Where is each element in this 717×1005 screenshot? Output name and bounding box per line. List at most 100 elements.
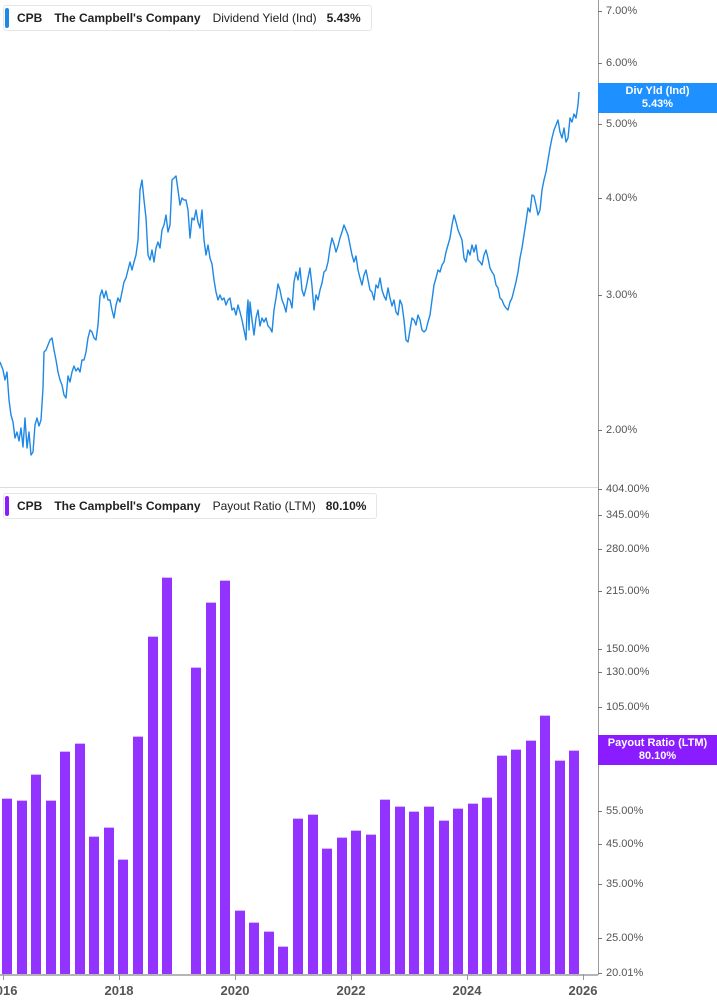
y-tick-label: 25.00% [598, 932, 643, 944]
y-tick-text: 6.00% [606, 57, 638, 69]
payout-ratio-bar[interactable] [278, 946, 289, 974]
y-tick-text: 2.00% [606, 424, 638, 436]
y-axis-line [598, 0, 599, 975]
payout-ratio-bar[interactable] [307, 813, 318, 974]
payout-ratio-bar[interactable] [554, 759, 565, 974]
y-tick-label: 404.00% [598, 483, 649, 495]
x-tick-label: 2022 [336, 983, 366, 998]
y-tick-mark [598, 883, 602, 885]
flag-value: 5.43% [641, 98, 674, 110]
payout-ratio-bar[interactable] [132, 735, 143, 974]
dividend-yield-legend: CPB The Campbell's Company Dividend Yiel… [3, 5, 372, 31]
payout-ratio-bar[interactable] [438, 820, 449, 974]
y-tick-mark [598, 590, 602, 592]
payout-ratio-bar[interactable] [118, 859, 129, 974]
legend-company: The Campbell's Company [54, 11, 201, 25]
payout-ratio-bar[interactable] [380, 799, 391, 974]
payout-ratio-bar[interactable] [191, 666, 202, 974]
y-tick-text: 35.00% [606, 878, 644, 890]
x-axis-line [0, 974, 598, 976]
payout-ratio-bar[interactable] [365, 834, 376, 974]
payout-ratio-bar[interactable] [423, 806, 434, 974]
y-tick-mark [598, 123, 602, 125]
payout-ratio-bar[interactable] [103, 827, 114, 974]
payout-ratio-bar[interactable] [234, 910, 245, 974]
payout-ratio-bar[interactable] [569, 749, 580, 974]
payout-ratio-bar[interactable] [409, 811, 420, 974]
payout-ratio-bar[interactable] [351, 830, 362, 974]
y-tick-text: 5.00% [606, 118, 638, 130]
x-tick-mark [235, 974, 236, 980]
flag-value: 80.10% [638, 750, 677, 762]
legend-ticker: CPB [17, 11, 43, 25]
x-tick-mark [351, 974, 352, 980]
y-tick-text: 45.00% [606, 838, 644, 850]
y-tick-mark [598, 514, 602, 516]
y-tick-label: 7.00% [598, 5, 637, 17]
payout-ratio-legend-swatch [5, 496, 9, 516]
y-tick-label: 105.00% [598, 701, 649, 713]
legend-metric: Dividend Yield (Ind) [212, 11, 317, 25]
payout-ratio-bar[interactable] [147, 636, 158, 974]
payout-ratio-legend: CPB The Campbell's Company Payout Ratio … [3, 493, 378, 519]
x-tick-mark [3, 974, 4, 980]
payout-ratio-bar[interactable] [16, 799, 27, 974]
payout-ratio-bar[interactable] [467, 802, 478, 974]
y-tick-text: 345.00% [606, 509, 650, 521]
payout-ratio-bar[interactable] [45, 799, 56, 974]
dividend-yield-panel: CPB The Campbell's Company Dividend Yiel… [0, 0, 598, 487]
flag-label: Div Yld (Ind) [625, 85, 690, 97]
payout-ratio-bar[interactable] [60, 750, 71, 974]
payout-ratio-bar[interactable] [511, 749, 522, 974]
dividend-yield-line-plot [0, 91, 580, 456]
x-tick-mark [119, 974, 120, 980]
y-tick-mark [598, 706, 602, 708]
y-tick-label: 6.00% [598, 57, 637, 69]
payout-ratio-bar[interactable] [2, 798, 12, 974]
payout-ratio-bar[interactable] [89, 836, 100, 974]
y-tick-label: 3.00% [598, 289, 637, 301]
payout-ratio-bar[interactable] [540, 714, 551, 974]
y-tick-label: 280.00% [598, 543, 649, 555]
y-tick-text: 105.00% [606, 701, 650, 713]
y-tick-label: 4.00% [598, 192, 637, 204]
payout-ratio-bar[interactable] [322, 847, 333, 974]
y-tick-mark [598, 810, 602, 812]
payout-ratio-bar[interactable] [394, 806, 405, 974]
payout-ratio-bar[interactable] [453, 808, 464, 974]
payout-ratio-bar[interactable] [31, 773, 42, 974]
payout-ratio-panel: CPB The Campbell's Company Payout Ratio … [2, 493, 580, 974]
y-tick-label: 55.00% [598, 805, 643, 817]
payout-ratio-bar[interactable] [482, 797, 493, 974]
payout-ratio-bar[interactable] [496, 754, 507, 974]
payout-ratio-bar[interactable] [74, 742, 85, 974]
dividend-yield-legend-swatch [5, 8, 9, 28]
legend-metric: Payout Ratio (LTM) [212, 499, 316, 513]
payout-ratio-bar[interactable] [525, 739, 536, 974]
y-tick-label: 130.00% [598, 666, 649, 678]
payout-ratio-bar[interactable] [162, 576, 173, 974]
legend-value: 80.10% [325, 499, 367, 513]
y-tick-label: 215.00% [598, 585, 649, 597]
y-tick-mark [598, 294, 602, 296]
x-tick-label: 2026 [568, 983, 598, 998]
payout-ratio-bar[interactable] [249, 922, 260, 974]
y-tick-mark [598, 197, 602, 199]
y-tick-text: 280.00% [606, 543, 650, 555]
y-tick-label: 20.01% [598, 967, 643, 979]
x-tick-label: 2024 [452, 983, 482, 998]
x-tick-label: 2016 [0, 983, 18, 998]
payout-ratio-bar[interactable] [336, 837, 347, 974]
x-tick-label: 2018 [104, 983, 134, 998]
panel-divider[interactable] [0, 487, 598, 488]
legend-ticker: CPB [17, 499, 43, 513]
y-tick-label: 45.00% [598, 838, 643, 850]
y-tick-text: 20.01% [606, 967, 644, 979]
payout-ratio-bar[interactable] [220, 580, 231, 974]
y-tick-text: 7.00% [606, 5, 638, 17]
y-tick-text: 215.00% [606, 585, 650, 597]
payout-ratio-bar[interactable] [263, 931, 274, 974]
y-tick-mark [598, 843, 602, 845]
payout-ratio-bar[interactable] [293, 817, 303, 974]
payout-ratio-bar[interactable] [205, 602, 216, 974]
